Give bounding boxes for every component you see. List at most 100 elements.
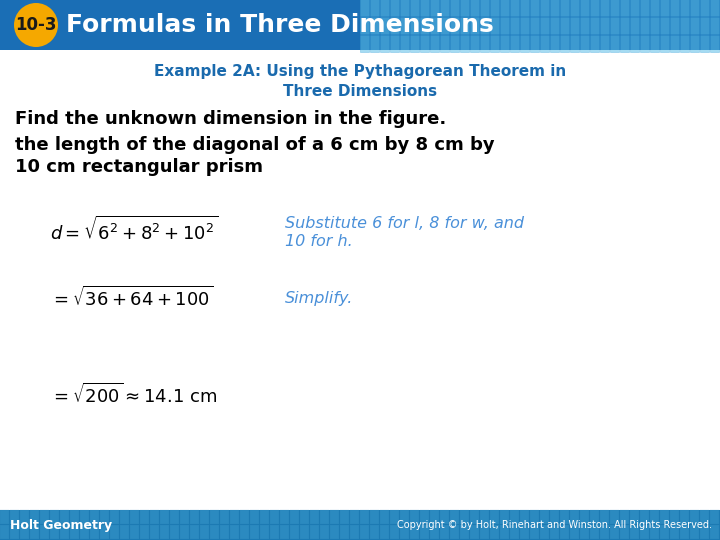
Bar	[150, 510, 159, 524]
Bar	[430, 17, 439, 34]
Bar	[40, 525, 49, 539]
Bar	[380, 0, 389, 16]
Bar	[40, 510, 49, 524]
Bar	[520, 510, 529, 524]
Bar	[370, 35, 379, 52]
Text: Substitute 6 for l, 8 for w, and: Substitute 6 for l, 8 for w, and	[285, 217, 524, 232]
Bar	[440, 35, 449, 52]
Bar	[670, 17, 679, 34]
Bar	[670, 35, 679, 52]
Bar	[680, 35, 689, 52]
Bar	[480, 510, 489, 524]
Bar	[420, 525, 429, 539]
Bar	[210, 525, 219, 539]
Bar	[540, 525, 549, 539]
Bar	[190, 525, 199, 539]
Bar	[550, 0, 559, 16]
Bar	[420, 17, 429, 34]
Bar	[500, 510, 509, 524]
Bar	[630, 510, 639, 524]
Bar	[360, 525, 369, 539]
Bar	[490, 35, 499, 52]
Bar	[530, 35, 539, 52]
Bar	[520, 0, 529, 16]
Bar	[390, 17, 399, 34]
Bar	[450, 35, 459, 52]
Bar	[130, 510, 139, 524]
Text: $d = \sqrt{6^2 + 8^2 + 10^2}$: $d = \sqrt{6^2 + 8^2 + 10^2}$	[50, 216, 218, 244]
Bar	[430, 510, 439, 524]
Bar	[630, 525, 639, 539]
Bar	[680, 525, 689, 539]
Bar	[650, 0, 659, 16]
Bar	[550, 525, 559, 539]
Bar	[440, 17, 449, 34]
Bar	[700, 35, 709, 52]
Bar	[640, 525, 649, 539]
Bar	[410, 35, 419, 52]
Bar	[620, 17, 629, 34]
Bar	[590, 35, 599, 52]
Bar	[460, 525, 469, 539]
Bar	[400, 510, 409, 524]
Bar	[400, 17, 409, 34]
Bar	[440, 510, 449, 524]
Bar	[70, 525, 79, 539]
Bar	[370, 510, 379, 524]
Bar	[600, 35, 609, 52]
Bar	[120, 510, 129, 524]
Bar	[370, 525, 379, 539]
Bar	[570, 0, 579, 16]
Bar	[600, 525, 609, 539]
Bar	[650, 17, 659, 34]
Bar	[600, 0, 609, 16]
Bar	[570, 510, 579, 524]
Bar	[410, 17, 419, 34]
Text: 10-3: 10-3	[15, 16, 57, 34]
Bar	[570, 525, 579, 539]
Bar	[140, 525, 149, 539]
Bar	[650, 510, 659, 524]
Bar	[640, 17, 649, 34]
Bar	[570, 17, 579, 34]
Bar	[520, 17, 529, 34]
Bar	[200, 525, 209, 539]
Bar	[230, 510, 239, 524]
Bar	[660, 0, 669, 16]
Bar	[80, 525, 89, 539]
Bar	[510, 17, 519, 34]
Bar	[310, 525, 319, 539]
Bar	[390, 35, 399, 52]
Bar	[370, 17, 379, 34]
Bar	[10, 510, 19, 524]
Bar	[560, 35, 569, 52]
Bar	[510, 35, 519, 52]
Bar	[470, 510, 479, 524]
Bar	[90, 510, 99, 524]
Text: Formulas in Three Dimensions: Formulas in Three Dimensions	[66, 13, 494, 37]
Bar	[60, 525, 69, 539]
Bar	[600, 17, 609, 34]
Bar	[180, 525, 189, 539]
Bar	[110, 510, 119, 524]
Bar	[660, 35, 669, 52]
Bar	[270, 510, 279, 524]
Bar	[680, 510, 689, 524]
Bar	[260, 525, 269, 539]
Bar	[280, 525, 289, 539]
Bar	[390, 525, 399, 539]
Bar	[600, 510, 609, 524]
Bar	[430, 35, 439, 52]
Bar	[360, 510, 369, 524]
Bar	[400, 35, 409, 52]
Bar	[700, 525, 709, 539]
Bar	[630, 35, 639, 52]
Bar	[580, 525, 589, 539]
Bar	[410, 0, 419, 16]
Bar	[700, 17, 709, 34]
Bar	[520, 35, 529, 52]
Bar	[570, 35, 579, 52]
Bar	[360, 35, 369, 52]
Bar	[30, 510, 39, 524]
Bar	[710, 0, 719, 16]
